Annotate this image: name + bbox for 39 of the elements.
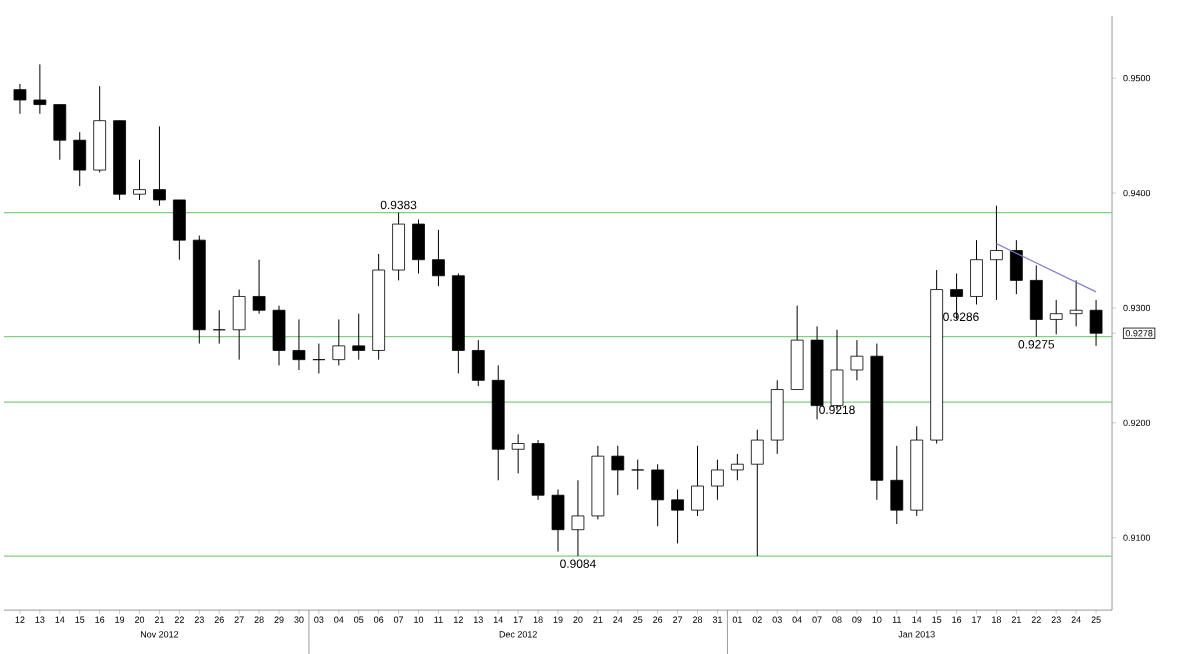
candlestick [730, 453, 744, 481]
candlestick [611, 445, 625, 496]
candlestick [272, 305, 286, 366]
candlestick [1049, 299, 1063, 335]
candlestick [432, 229, 445, 287]
candlestick [1089, 299, 1103, 347]
candlestick [412, 218, 425, 274]
candlestick [511, 433, 525, 474]
candlestick [73, 131, 87, 187]
candlestick [691, 445, 704, 517]
candlestick [750, 429, 764, 557]
candlestick [232, 289, 246, 361]
candlestick [252, 259, 266, 315]
candlestick [133, 159, 146, 201]
candlestick [212, 309, 226, 345]
candlestick [990, 205, 1003, 301]
candlestick [970, 239, 983, 306]
candlestick [471, 339, 485, 387]
candlestick [153, 125, 166, 207]
candlestick [53, 104, 67, 161]
candlestick [172, 199, 186, 261]
candlestick [392, 212, 405, 281]
candlestick [631, 459, 645, 490]
candlestick [312, 343, 326, 374]
candlestick [33, 63, 47, 115]
candlestick [13, 83, 27, 115]
candlestick [1069, 279, 1083, 327]
candlestick [332, 318, 346, 366]
candlestick [1009, 239, 1023, 295]
candlestick [890, 445, 904, 525]
candlestick [711, 459, 724, 501]
candlestick [850, 339, 864, 381]
candlestick [292, 318, 306, 371]
candlestick [551, 488, 565, 553]
candlestick [352, 313, 366, 361]
candlestick [1029, 264, 1043, 338]
candlestick [651, 463, 665, 527]
candlestick [671, 488, 684, 544]
candlestick [571, 479, 585, 557]
